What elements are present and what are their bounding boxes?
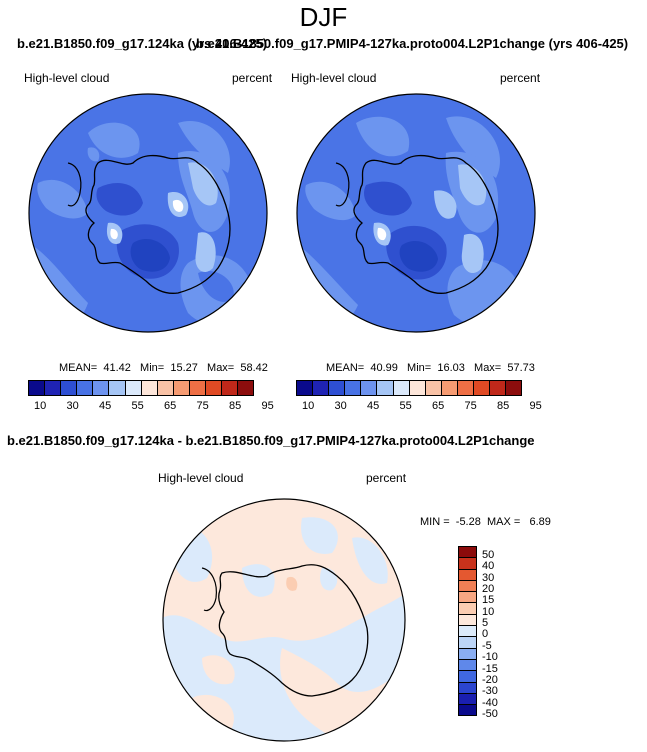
colorbar-swatch bbox=[473, 380, 491, 396]
colorbar-swatch bbox=[44, 380, 62, 396]
colorbar-swatch bbox=[392, 380, 410, 396]
left-colorbar bbox=[28, 380, 255, 396]
min-label: MIN = bbox=[420, 516, 450, 528]
colorbar-tick-label: 15 bbox=[482, 594, 495, 607]
colorbar-swatch bbox=[456, 380, 475, 396]
colorbar-tick-label: 20 bbox=[482, 583, 495, 596]
colorbar-swatch bbox=[458, 704, 477, 717]
right-panel-variable: High-level cloud bbox=[291, 71, 377, 85]
colorbar-tick-label: 30 bbox=[482, 571, 495, 584]
colorbar-swatch bbox=[156, 380, 174, 396]
left-panel-units: percent bbox=[232, 71, 273, 85]
colorbar-swatch bbox=[296, 380, 314, 396]
max-label: MAX = bbox=[486, 516, 521, 528]
diff-panel-variable: High-level cloud bbox=[158, 471, 244, 485]
colorbar-swatch bbox=[408, 380, 426, 396]
mean-label: MEAN= bbox=[59, 362, 98, 374]
colorbar-tick-label: -40 bbox=[482, 696, 498, 709]
min-label: Min= bbox=[140, 362, 165, 374]
colorbar-swatch bbox=[344, 380, 362, 396]
min-value: -5.28 bbox=[455, 516, 481, 528]
colorbar-tick-label: -30 bbox=[482, 685, 498, 698]
max-label: Max= bbox=[207, 362, 235, 374]
colorbar-tick-label: 85 bbox=[497, 400, 510, 412]
colorbar-tick-label: 50 bbox=[482, 549, 495, 561]
colorbar-tick-label: 10 bbox=[302, 400, 315, 412]
difference-colorbar bbox=[458, 546, 477, 717]
season-title: DJF bbox=[299, 2, 348, 32]
colorbar-swatch bbox=[221, 380, 239, 396]
colorbar-swatch bbox=[140, 380, 158, 396]
min-value: 16.03 bbox=[437, 362, 465, 374]
max-value: 6.89 bbox=[529, 516, 551, 528]
colorbar-swatch bbox=[205, 380, 223, 396]
colorbar-tick-label: 5 bbox=[482, 617, 489, 630]
colorbar-swatch bbox=[505, 380, 523, 396]
diff-panel-stats: MIN = -5.28 MAX = 6.89 bbox=[420, 516, 551, 528]
colorbar-swatch bbox=[360, 380, 378, 396]
colorbar-tick-label: -15 bbox=[482, 662, 498, 675]
colorbar-tick-label: 55 bbox=[399, 400, 412, 412]
diff-panel-units: percent bbox=[366, 471, 407, 485]
colorbar-tick-label: 45 bbox=[99, 400, 112, 412]
colorbar-tick-label: 75 bbox=[196, 400, 209, 412]
colorbar-tick-label: -5 bbox=[482, 639, 492, 652]
colorbar-swatch bbox=[489, 380, 507, 396]
colorbar-tick-label: 65 bbox=[164, 400, 177, 412]
min-value: 15.27 bbox=[170, 362, 198, 374]
colorbar-swatch bbox=[92, 380, 110, 396]
colorbar-tick-label: 85 bbox=[229, 400, 242, 412]
colorbar-swatch bbox=[28, 380, 46, 396]
colorbar-tick-label: 0 bbox=[482, 628, 489, 641]
left-panel-variable: High-level cloud bbox=[24, 71, 110, 85]
colorbar-swatch bbox=[424, 380, 442, 396]
colorbar-tick-label: 75 bbox=[464, 400, 477, 412]
left-panel-stats: MEAN= 41.42 Min= 15.27 Max= 58.42 bbox=[59, 362, 268, 374]
colorbar-tick-label: -50 bbox=[482, 707, 498, 720]
right-panel-header: b.e21.B1850.f09_g17.PMIP4-127ka.proto004… bbox=[196, 36, 629, 51]
max-label: Max= bbox=[474, 362, 502, 374]
left-polar-map bbox=[28, 93, 268, 333]
max-value: 57.73 bbox=[507, 362, 535, 374]
colorbar-tick-label: 95 bbox=[261, 400, 274, 412]
left-panel-header: b.e21.B1850.f09_g17.124ka (yrs 406-425) bbox=[17, 36, 268, 51]
colorbar-tick-label: 55 bbox=[131, 400, 144, 412]
colorbar-swatch bbox=[376, 380, 394, 396]
colorbar-tick-label: -10 bbox=[482, 651, 498, 664]
colorbar-tick-label: 10 bbox=[482, 605, 495, 618]
right-panel-units: percent bbox=[500, 71, 541, 85]
right-panel-stats: MEAN= 40.99 Min= 16.03 Max= 57.73 bbox=[326, 362, 535, 374]
colorbar-tick-label: 40 bbox=[482, 560, 495, 573]
colorbar-swatch bbox=[108, 380, 126, 396]
mean-value: 41.42 bbox=[103, 362, 131, 374]
min-label: Min= bbox=[407, 362, 432, 374]
colorbar-swatch bbox=[172, 380, 190, 396]
max-value: 58.42 bbox=[240, 362, 268, 374]
mean-value: 40.99 bbox=[370, 362, 398, 374]
colorbar-swatch bbox=[188, 380, 207, 396]
colorbar-swatch bbox=[237, 380, 255, 396]
colorbar-tick-label: 65 bbox=[432, 400, 445, 412]
colorbar-tick-label: 45 bbox=[367, 400, 380, 412]
colorbar-swatch bbox=[440, 380, 458, 396]
right-colorbar bbox=[296, 380, 523, 396]
colorbar-tick-label: 30 bbox=[334, 400, 347, 412]
colorbar-tick-label: 95 bbox=[529, 400, 542, 412]
mean-label: MEAN= bbox=[326, 362, 365, 374]
difference-polar-map bbox=[162, 498, 406, 742]
colorbar-swatch bbox=[60, 380, 78, 396]
colorbar-swatch bbox=[76, 380, 94, 396]
colorbar-swatch bbox=[312, 380, 330, 396]
colorbar-tick-label: -20 bbox=[482, 673, 498, 686]
colorbar-swatch bbox=[328, 380, 346, 396]
colorbar-tick-label: 30 bbox=[66, 400, 79, 412]
colorbar-tick-label: 10 bbox=[34, 400, 47, 412]
colorbar-swatch bbox=[124, 380, 142, 396]
right-polar-map bbox=[296, 93, 536, 333]
difference-header: b.e21.B1850.f09_g17.124ka - b.e21.B1850.… bbox=[7, 433, 535, 448]
